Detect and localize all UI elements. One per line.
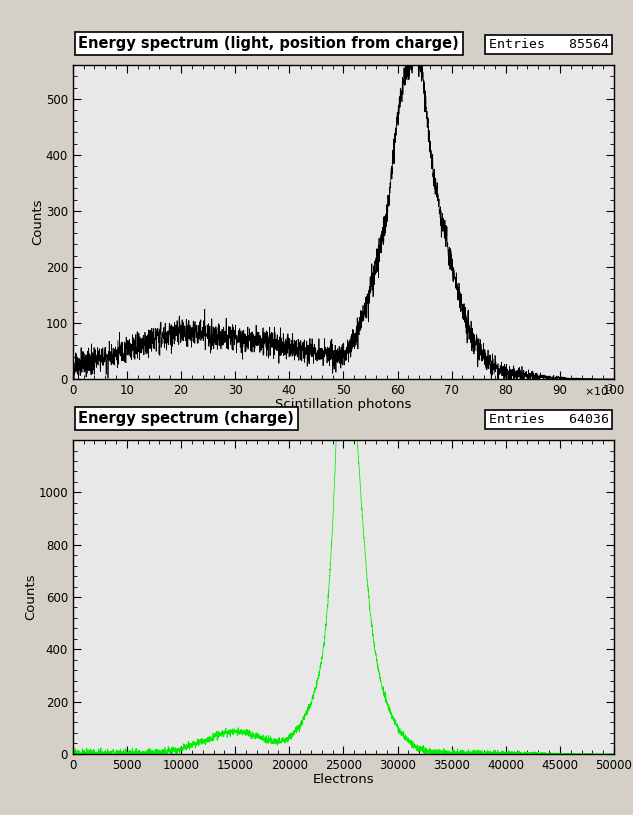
Y-axis label: Counts: Counts <box>31 199 44 245</box>
Text: Energy spectrum (light, position from charge): Energy spectrum (light, position from ch… <box>78 36 459 51</box>
Text: $\times10^{3}$: $\times10^{3}$ <box>584 382 614 399</box>
Text: Entries   85564: Entries 85564 <box>489 38 608 51</box>
Text: Energy spectrum (charge): Energy spectrum (charge) <box>78 411 294 426</box>
Text: Entries   64036: Entries 64036 <box>489 413 608 426</box>
X-axis label: Electrons: Electrons <box>313 773 374 786</box>
X-axis label: Scintillation photons: Scintillation photons <box>275 399 411 412</box>
Y-axis label: Counts: Counts <box>24 574 37 620</box>
